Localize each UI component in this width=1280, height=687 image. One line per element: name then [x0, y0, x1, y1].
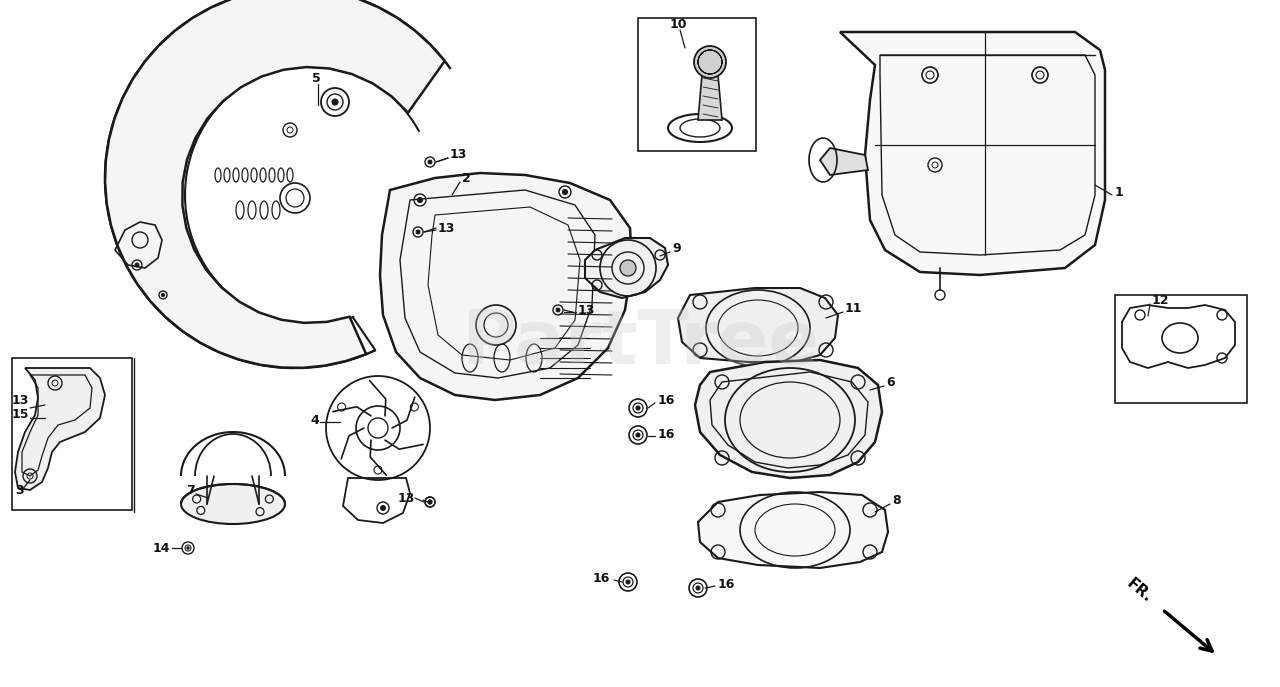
Circle shape	[428, 500, 433, 504]
Polygon shape	[698, 75, 722, 120]
Circle shape	[696, 586, 700, 590]
Circle shape	[380, 506, 385, 510]
Polygon shape	[698, 492, 888, 568]
Text: 13: 13	[579, 304, 595, 317]
Circle shape	[161, 293, 165, 297]
Ellipse shape	[620, 260, 636, 276]
Text: 4: 4	[310, 414, 319, 427]
Circle shape	[428, 500, 433, 504]
Bar	[12, 358, 132, 510]
Text: FR.: FR.	[1124, 576, 1156, 605]
Circle shape	[626, 580, 630, 584]
Polygon shape	[585, 238, 668, 298]
Circle shape	[332, 99, 338, 105]
Text: 13: 13	[12, 394, 29, 407]
Polygon shape	[15, 368, 105, 490]
Text: 2: 2	[462, 172, 471, 185]
Text: 8: 8	[892, 493, 901, 506]
Circle shape	[694, 46, 726, 78]
Circle shape	[636, 433, 640, 437]
Text: 15: 15	[12, 409, 29, 422]
Circle shape	[134, 263, 140, 267]
Text: 7: 7	[186, 484, 195, 497]
Text: 14: 14	[152, 541, 170, 554]
Polygon shape	[380, 173, 632, 400]
Text: 1: 1	[1115, 185, 1124, 199]
Circle shape	[556, 308, 561, 312]
Polygon shape	[105, 0, 444, 368]
Text: 11: 11	[845, 302, 863, 315]
Circle shape	[187, 547, 189, 549]
Circle shape	[417, 197, 422, 203]
Polygon shape	[695, 360, 882, 478]
Text: 13: 13	[398, 491, 415, 504]
Text: 10: 10	[669, 17, 687, 30]
Text: 16: 16	[718, 578, 736, 592]
Text: 16: 16	[658, 394, 676, 407]
Text: 12: 12	[1152, 293, 1170, 306]
Text: 16: 16	[593, 572, 611, 585]
Polygon shape	[840, 32, 1105, 275]
Bar	[1115, 295, 1247, 403]
Polygon shape	[678, 288, 838, 362]
Text: PartTree: PartTree	[461, 307, 819, 380]
Circle shape	[562, 190, 567, 194]
Text: 6: 6	[886, 376, 895, 389]
Text: 13: 13	[451, 148, 467, 161]
Ellipse shape	[180, 484, 285, 524]
Text: 5: 5	[311, 71, 320, 85]
Circle shape	[428, 160, 433, 164]
Polygon shape	[820, 148, 868, 175]
Circle shape	[416, 230, 420, 234]
Text: 3: 3	[15, 484, 23, 497]
Text: 16: 16	[658, 427, 676, 440]
Bar	[637, 18, 756, 151]
Text: 13: 13	[438, 221, 456, 234]
Text: 9: 9	[672, 242, 681, 254]
Circle shape	[636, 406, 640, 410]
